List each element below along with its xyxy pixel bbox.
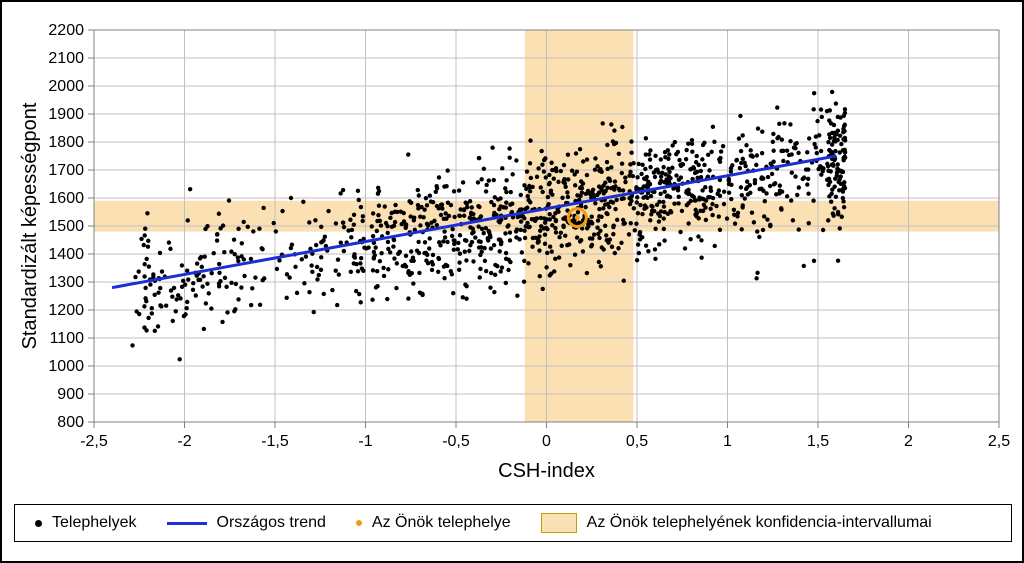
svg-text:2200: 2200: [48, 22, 84, 39]
legend-item-ci: Az Önök telephelyének konfidencia-interv…: [541, 513, 932, 533]
svg-text:-2,5: -2,5: [80, 433, 108, 450]
svg-text:1,5: 1,5: [807, 433, 829, 450]
chart-area: -2,5 -2 -1,5 -1 -0,5 0 0,5 1 1,5 2 2,5 800 900 1000 11…: [14, 12, 1012, 492]
legend-label: Országos trend: [217, 514, 326, 532]
svg-text:1500: 1500: [48, 218, 84, 235]
svg-text:2: 2: [904, 433, 913, 450]
svg-text:800: 800: [57, 414, 84, 431]
scatter-chart-svg: -2,5 -2 -1,5 -1 -0,5 0 0,5 1 1,5 2 2,5 800 900 1000 11…: [14, 12, 1012, 492]
svg-text:0,5: 0,5: [626, 433, 648, 450]
legend-marker-dot: [356, 520, 362, 526]
svg-text:2000: 2000: [48, 78, 84, 95]
svg-text:-1: -1: [358, 433, 372, 450]
svg-text:1100: 1100: [50, 330, 85, 347]
svg-text:1200: 1200: [48, 302, 84, 319]
legend-marker-swatch: [541, 513, 577, 533]
legend-item-trend: Országos trend: [167, 514, 326, 532]
legend-marker-dot: [35, 520, 42, 527]
legend-marker-line: [167, 522, 207, 525]
legend-label: Az Önök telephelyének konfidencia-interv…: [587, 514, 932, 532]
svg-text:2,5: 2,5: [988, 433, 1010, 450]
svg-text:-2: -2: [177, 433, 191, 450]
legend-label: Telephelyek: [52, 514, 137, 532]
svg-text:-0,5: -0,5: [442, 433, 470, 450]
svg-text:900: 900: [57, 386, 84, 403]
svg-text:1: 1: [723, 433, 732, 450]
svg-text:1900: 1900: [48, 106, 84, 123]
svg-text:1300: 1300: [48, 274, 84, 291]
chart-document: -2,5 -2 -1,5 -1 -0,5 0 0,5 1 1,5 2 2,5 800 900 1000 11…: [0, 0, 1024, 563]
legend-item-own: Az Önök telephelye: [356, 514, 511, 532]
legend: Telephelyek Országos trend Az Önök telep…: [14, 504, 1012, 542]
svg-text:1600: 1600: [48, 190, 84, 207]
svg-text:1400: 1400: [48, 246, 84, 263]
svg-text:CSH-index: CSH-index: [498, 460, 595, 482]
svg-text:1800: 1800: [48, 134, 84, 151]
legend-item-sites: Telephelyek: [35, 514, 137, 532]
svg-text:1000: 1000: [48, 358, 84, 375]
legend-label: Az Önök telephelye: [372, 514, 511, 532]
svg-text:1700: 1700: [48, 162, 84, 179]
svg-text:Standardizált képességpont: Standardizált képességpont: [19, 102, 41, 349]
svg-text:0: 0: [542, 433, 551, 450]
svg-text:-1,5: -1,5: [261, 433, 289, 450]
svg-text:2100: 2100: [48, 50, 84, 67]
